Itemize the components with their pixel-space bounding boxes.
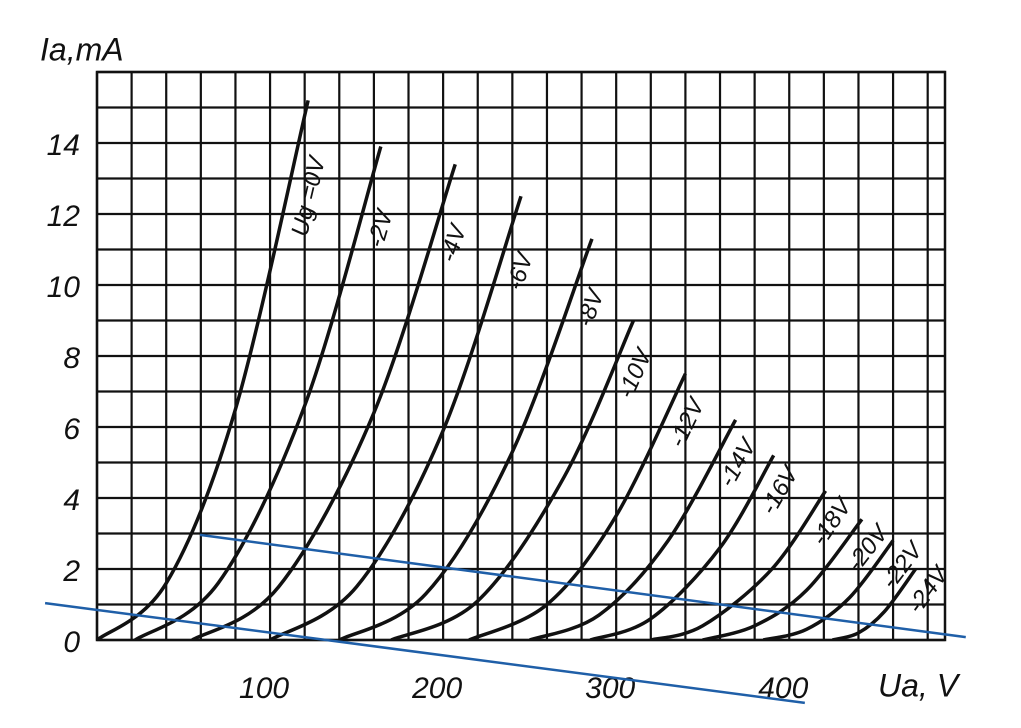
plate-curve [338, 238, 594, 640]
curve-label: -16V [755, 460, 805, 519]
plate-curve [191, 163, 457, 640]
plate-curve [390, 319, 636, 640]
curve-label: -6V [501, 248, 539, 294]
plate-curve [529, 419, 738, 640]
y-tick-label: 8 [63, 342, 80, 375]
plate-curve [468, 372, 687, 640]
plate-curve [589, 454, 776, 640]
curve-label: -18V [806, 492, 858, 551]
y-axis-label: Ia,mA [40, 31, 124, 67]
y-tick-label: 4 [63, 484, 80, 517]
y-tick-label: 2 [62, 555, 80, 588]
x-tick-label: 100 [239, 672, 289, 705]
curve-label: -2V [362, 205, 399, 250]
plate-curve [650, 489, 828, 640]
y-tick-label: 14 [47, 129, 80, 162]
y-tick-label: 6 [63, 413, 80, 446]
plate-curve [702, 518, 864, 640]
curves [97, 99, 917, 640]
y-tick-label: 12 [47, 200, 81, 233]
plate-curve [134, 146, 383, 640]
load-line [199, 533, 966, 639]
load-line [44, 601, 805, 705]
curve-label: -8V [571, 284, 610, 330]
plate-curve [97, 99, 310, 640]
plot-frame [95, 70, 947, 642]
plate-curve [762, 539, 895, 640]
curve-label: -4V [435, 220, 473, 266]
plate-curve [269, 195, 523, 640]
x-axis-label: Ua, V [878, 667, 961, 703]
y-tick-label: 0 [63, 626, 80, 659]
x-tick-label: 200 [411, 672, 462, 705]
y-tick-label: 10 [47, 271, 81, 304]
